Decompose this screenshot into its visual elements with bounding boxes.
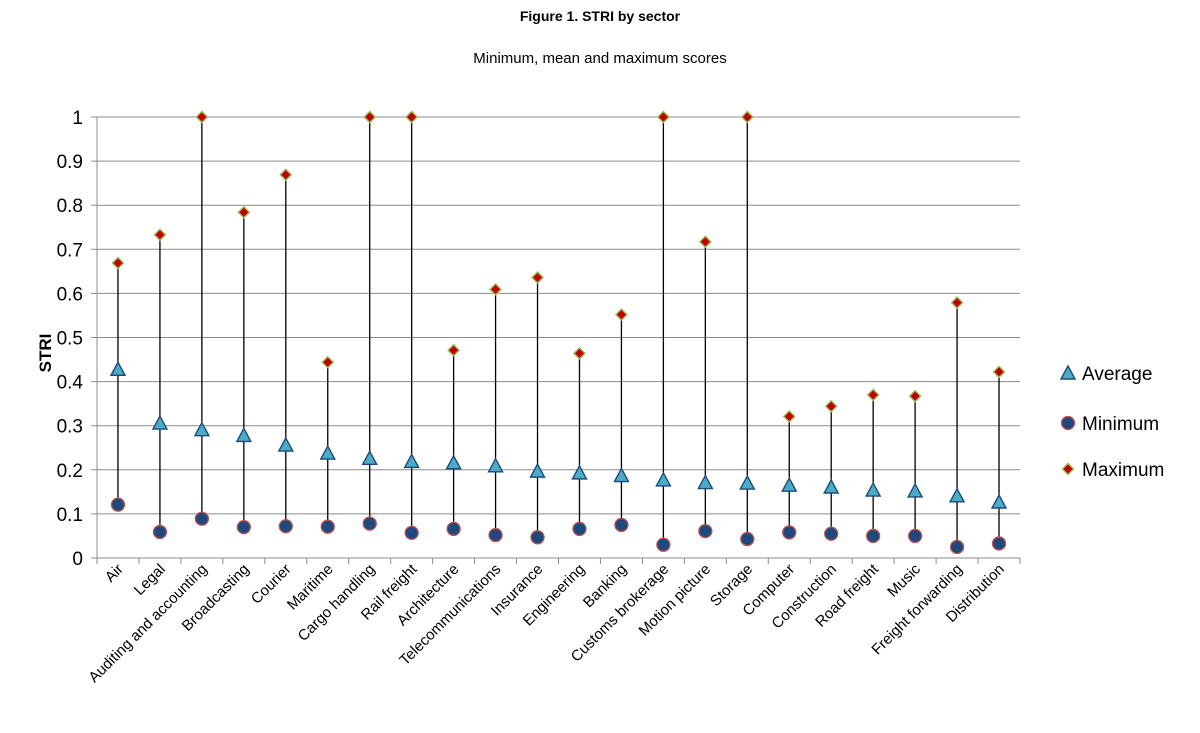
y-tick-label: 0.9 (57, 152, 83, 173)
minimum-point (530, 530, 545, 545)
maximum-point (908, 389, 922, 403)
minimum-point (614, 517, 629, 533)
legend-label: Average (1082, 364, 1152, 385)
average-point (361, 449, 378, 466)
average-point (487, 457, 504, 473)
maximum-point (824, 399, 838, 413)
y-tick-label: 0.7 (57, 240, 83, 261)
minimum-point (152, 524, 168, 540)
minimum-point (320, 519, 335, 534)
minimum-point (572, 521, 587, 537)
average-point (319, 444, 336, 460)
minimum-point (698, 523, 713, 539)
minimum-point (278, 519, 293, 534)
maximum-point (237, 205, 251, 219)
minimum-point (110, 497, 126, 512)
y-tick-label: 0.5 (57, 329, 83, 350)
minimum-point (194, 511, 210, 526)
minimum-point (488, 527, 503, 543)
minimum-point (782, 525, 797, 540)
average-point (235, 426, 253, 443)
maximum-point (950, 296, 964, 310)
x-tick-label: Legal (131, 561, 169, 599)
maximum-point (489, 282, 503, 296)
maximum-point (531, 271, 545, 285)
maximum-point (279, 168, 293, 182)
chart-subtitle: Minimum, mean and maximum scores (473, 50, 727, 67)
y-tick-label: 0 (72, 549, 83, 570)
average-point (445, 454, 462, 470)
maximum-point (447, 343, 461, 357)
maximum-point (614, 308, 628, 322)
average-point (864, 481, 882, 497)
average-point (823, 478, 840, 494)
gridlines (97, 116, 1020, 515)
minimum-point (404, 525, 419, 541)
legend-marker-maximum (1061, 462, 1075, 476)
data-markers (109, 110, 1008, 555)
average-point (571, 464, 588, 480)
legend-marker-minimum (1060, 415, 1076, 431)
average-point (655, 471, 672, 487)
minimum-point (991, 536, 1007, 551)
maximum-point (740, 110, 754, 124)
maximum-point (992, 365, 1006, 379)
minimum-point (824, 526, 839, 541)
maximum-point (698, 235, 712, 249)
maximum-point (363, 110, 377, 124)
axes (91, 116, 1021, 564)
y-tick-label: 0.1 (57, 505, 83, 526)
minimum-point (866, 528, 881, 544)
maximum-point (153, 228, 167, 242)
average-point (277, 436, 294, 452)
average-point (739, 474, 756, 490)
y-tick-label: 0.3 (57, 417, 83, 438)
legend-marker-average (1059, 364, 1077, 380)
maximum-point (782, 409, 796, 423)
average-point (990, 493, 1008, 509)
average-point (403, 452, 420, 469)
minimum-point (362, 516, 377, 531)
x-tick-label: Air (102, 561, 127, 586)
average-point (193, 421, 211, 437)
minimum-point (907, 528, 923, 544)
minimum-point (740, 531, 755, 547)
maximum-point (195, 110, 209, 124)
average-point (613, 467, 630, 483)
maximum-point (321, 355, 335, 369)
minimum-point (446, 521, 461, 537)
average-point (948, 487, 966, 503)
average-point (151, 414, 169, 430)
y-tick-label: 0.6 (57, 284, 83, 305)
y-axis-label: STRI (36, 334, 55, 373)
legend-label: Maximum (1082, 460, 1164, 481)
average-point (781, 476, 798, 492)
average-point (529, 462, 546, 478)
chart-title: Figure 1. STRI by sector (519, 8, 681, 24)
x-tick-label: Music (884, 560, 924, 600)
y-tick-label: 0.2 (57, 461, 83, 482)
maximum-point (572, 346, 586, 360)
average-point (906, 482, 924, 498)
maximum-point (866, 388, 880, 402)
maximum-point (405, 110, 419, 124)
minimum-point (656, 537, 671, 552)
y-tick-label: 0.4 (57, 373, 84, 394)
average-point (697, 474, 714, 490)
maximum-point (656, 110, 670, 124)
legend: Average Minimum Maximum (1059, 364, 1164, 481)
minimum-point (236, 519, 251, 535)
maximum-point (111, 256, 125, 270)
y-tick-label: 1 (72, 108, 83, 129)
y-tick-label: 0.8 (57, 196, 83, 217)
average-point (109, 360, 127, 376)
range-lines (117, 117, 1000, 547)
minimum-point (949, 539, 965, 555)
legend-label: Minimum (1082, 414, 1159, 435)
